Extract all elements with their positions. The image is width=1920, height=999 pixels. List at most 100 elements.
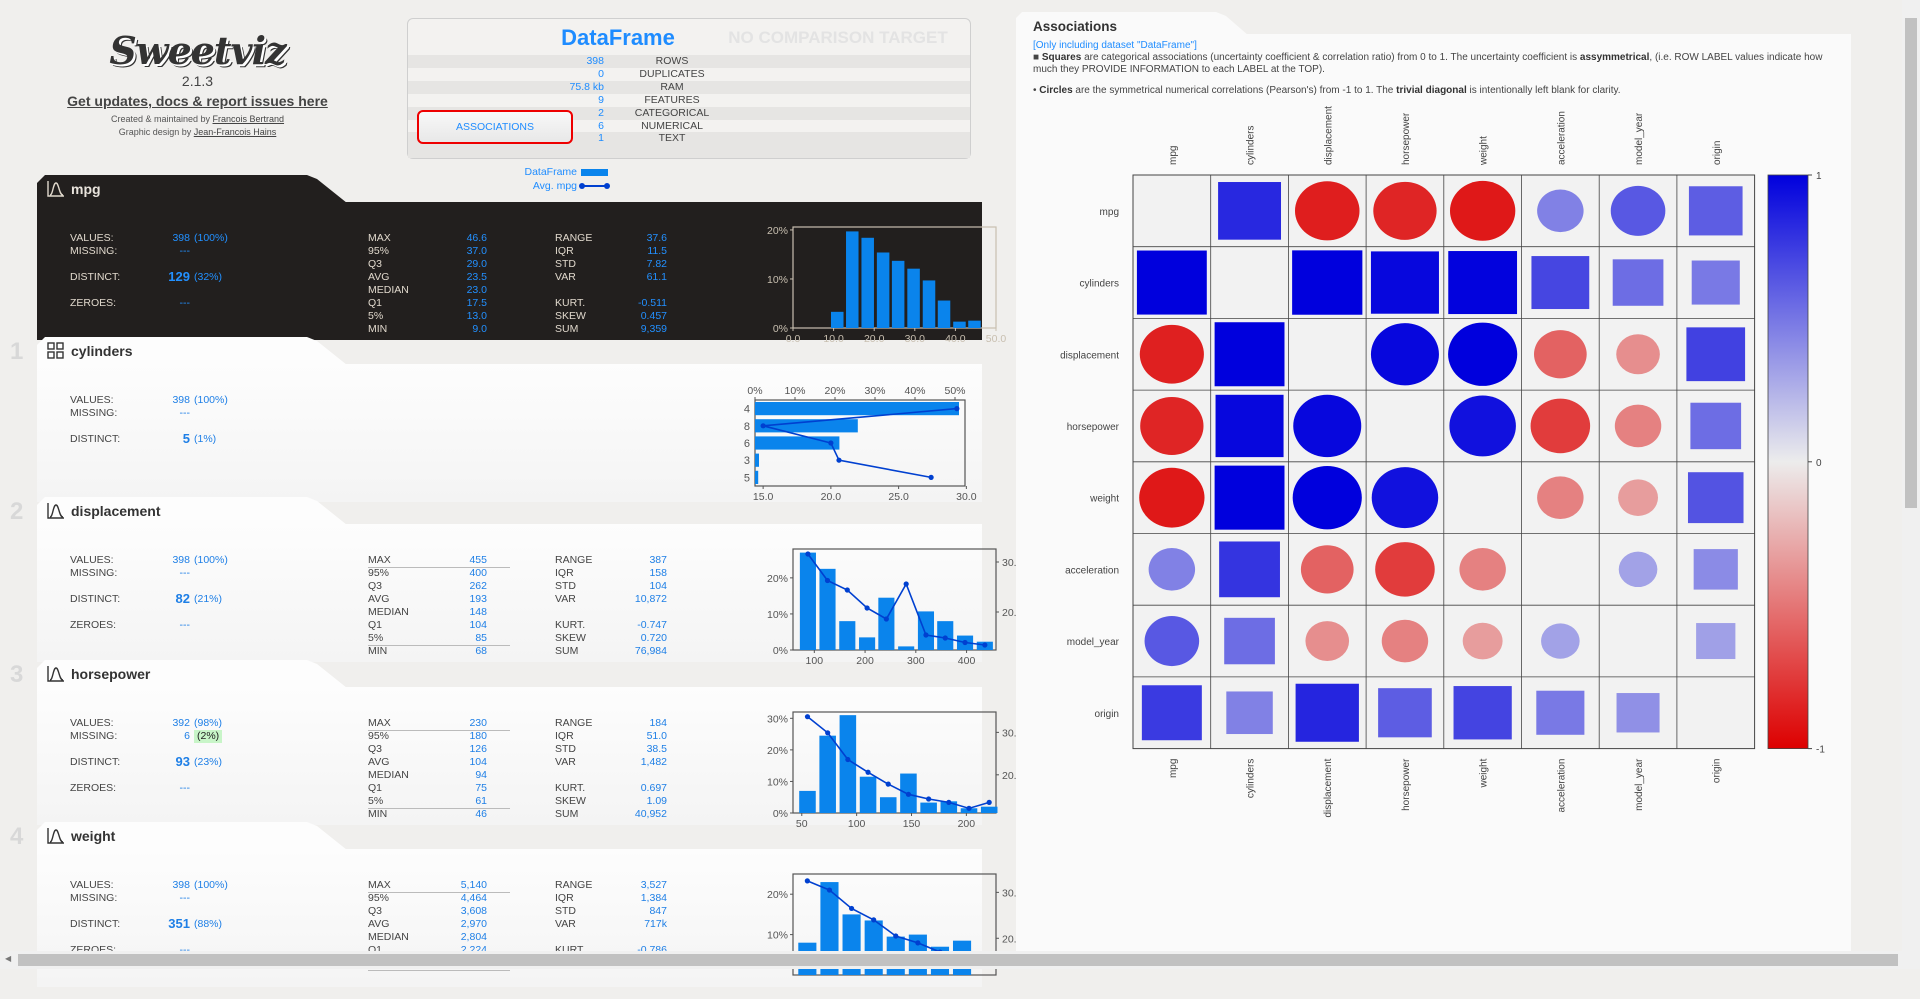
section-cylinders: VALUES: 398 (100%) MISSING: --- DISTINCT: 5 (1%… (37, 364, 982, 503)
association-square (1448, 251, 1518, 315)
association-square (1219, 541, 1280, 598)
horizontal-scrollbar-thumb[interactable] (18, 954, 1898, 966)
section-number: 2 (10, 498, 24, 525)
summary-label: CATEGORICAL (634, 106, 710, 119)
moment-value: -0.747 (637, 619, 667, 631)
distinct-percent: (21%) (194, 593, 223, 605)
circles-text2: is intentionally left blank for clarity. (1466, 85, 1621, 96)
correlation-circle (1139, 324, 1204, 384)
designer-link[interactable]: Jean-Francois Hains (193, 127, 277, 137)
summary-row: 75.8 kb RAM (408, 80, 970, 94)
association-square (1214, 322, 1285, 387)
column-label-top: horsepower (1401, 112, 1412, 165)
avg-target-point (903, 581, 909, 587)
moment-value: 104 (649, 580, 667, 592)
x-tick-label: 10.0 (823, 333, 844, 345)
y-tick-label: 20% (767, 745, 788, 757)
moment-label: STD (555, 580, 576, 592)
quantile-label: MEDIAN (368, 284, 409, 296)
sweetviz-logo: Sweetviz (109, 28, 286, 73)
quantile-label: MEDIAN (368, 606, 409, 618)
distribution-icon (47, 827, 65, 844)
bar (879, 797, 897, 813)
section-tab-weight: weight (37, 822, 347, 850)
association-square (1370, 251, 1439, 314)
moment-label: IQR (555, 892, 574, 904)
label-values: VALUES: (70, 717, 114, 729)
updates-link[interactable]: Get updates, docs & report issues here (67, 93, 328, 109)
avg-target-point (864, 605, 870, 611)
y-tick-label: 10% (767, 609, 788, 621)
distinct-percent: (23%) (194, 756, 223, 768)
moment-label: VAR (555, 593, 576, 605)
squares-text: are categorical associations (uncertaint… (1081, 52, 1580, 63)
moment-value: -0.511 (638, 297, 667, 309)
quantile-label: 95% (368, 567, 390, 579)
associations-button[interactable]: ASSOCIATIONS (417, 110, 573, 144)
author-link[interactable]: Francois Bertrand (212, 114, 285, 124)
correlation-circle (1618, 479, 1659, 516)
moment-label: KURT. (555, 782, 586, 794)
moment-label: SKEW (555, 310, 586, 322)
quantile-value: 61 (475, 795, 487, 807)
quantile-value: 29.0 (466, 258, 487, 270)
label-missing: MISSING: (70, 245, 118, 257)
y-tick-label: 10% (767, 274, 788, 286)
avg-target-point (804, 878, 810, 884)
distinct-percent: (32%) (194, 271, 223, 283)
label-missing: MISSING: (70, 407, 118, 419)
vertical-scrollbar-thumb[interactable] (1905, 18, 1917, 508)
bar (839, 715, 857, 813)
colorbar-tick-label: 1 (1816, 171, 1822, 182)
avg-target-line (807, 880, 963, 958)
values-count: 398 (172, 394, 190, 406)
quantile-label: AVG (368, 918, 390, 930)
x-tick-label: 400 (958, 655, 976, 667)
quantile-label: 5% (368, 310, 384, 322)
moment-value: 3,527 (640, 879, 667, 891)
credit-designer: Graphic design by Jean-Francois Hains (0, 127, 395, 137)
comparison-title: NO COMPARISON TARGET (728, 28, 948, 47)
plot-frame (792, 548, 997, 651)
association-square (1616, 693, 1660, 733)
quantile-label: Q1 (368, 782, 383, 794)
association-square (1214, 465, 1285, 530)
squares-text2: , (i.e. ROW LABEL values indicate how mu… (1033, 52, 1823, 75)
section-tab-horsepower: horsepower (37, 660, 347, 688)
chart-weight: 20.030.010%20% (767, 873, 1023, 976)
summary-value: 1 (598, 132, 604, 145)
values-percent: (100%) (194, 232, 228, 244)
quantile-label: MEDIAN (368, 931, 409, 943)
correlation-circle (1537, 189, 1584, 233)
section-number: 3 (10, 661, 24, 688)
y-tick-label: 0% (773, 808, 788, 820)
zeroes-count: --- (179, 782, 191, 794)
distinct-count: 93 (175, 754, 190, 769)
avg-target-point (828, 440, 834, 446)
x-tick-label: 50.0 (986, 333, 1007, 345)
summary-label: ROWS (655, 55, 689, 67)
quantile-value: 46 (475, 808, 487, 820)
section-tab-mpg: mpg (37, 175, 347, 203)
row-label: origin (1095, 709, 1119, 720)
column-label-bottom: acceleration (1556, 759, 1567, 813)
quantile-label: MAX (368, 717, 391, 729)
values-count: 398 (172, 879, 190, 891)
summary-row: 398 ROWS (408, 55, 970, 68)
y-tick-label: 30% (767, 713, 788, 725)
scroll-left-arrow-icon[interactable]: ◀ (5, 954, 12, 963)
correlation-circle (1293, 394, 1362, 458)
quantile-label: MIN (368, 808, 388, 820)
divider (368, 970, 510, 971)
bar (755, 453, 759, 467)
x2-tick-label: 30.0 (956, 491, 977, 503)
column-label-bottom: horsepower (1401, 758, 1412, 811)
x-tick-label: 300 (907, 655, 925, 667)
moment-value: 38.5 (646, 743, 667, 755)
moment-value: 387 (649, 554, 667, 566)
divider (368, 892, 510, 893)
quantile-value: 193 (469, 593, 487, 605)
summary-label: RAM (660, 80, 684, 93)
summary-label: TEXT (658, 132, 686, 145)
quantile-value: 104 (469, 619, 487, 631)
